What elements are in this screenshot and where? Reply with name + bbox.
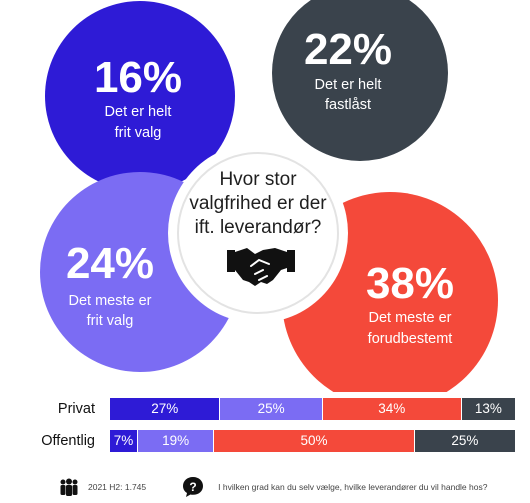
slice-label-line: fastlåst	[325, 97, 371, 113]
pie-slice-2	[272, 0, 448, 161]
row-label-privat: Privat	[57, 401, 95, 417]
bar-segment: 13%	[461, 398, 515, 420]
center-question-line: ift. leverandør?	[195, 217, 322, 238]
stacked-bar-offentlig: 7% 19% 50% 25%	[110, 430, 515, 452]
sample-size-text: 2021 H2: 1.745	[88, 482, 147, 492]
people-icon	[60, 478, 78, 496]
slice-label-line: Det er helt	[315, 77, 382, 93]
bar-segment: 7%	[110, 430, 139, 452]
survey-question-text: I hvilken grad kan du selv vælge, hvilke…	[218, 482, 488, 492]
bar-segment: 50%	[214, 430, 415, 452]
slice-value-label: 16%	[94, 53, 182, 102]
slice-value-label: 38%	[366, 259, 454, 308]
footer: 2021 H2: 1.745 ? I hvilken grad kan du s…	[58, 476, 487, 498]
center-question-line: valgfrihed er der	[189, 193, 327, 214]
slice-label-line: Det er helt	[105, 104, 172, 120]
bar-segment: 25%	[414, 430, 515, 452]
question-icon: ?	[183, 477, 204, 497]
slice-value-label: 22%	[304, 25, 392, 74]
slice-label-line: forudbestemt	[368, 331, 453, 347]
center-circle	[177, 152, 339, 314]
center-question-line: Hvor stor	[219, 169, 297, 190]
bar-segment: 27%	[110, 398, 221, 420]
bar-segment: 25%	[220, 398, 323, 420]
donut-chart: Hvor stor valgfrihed er der ift. leverandø…	[40, 0, 498, 392]
bar-segment: 34%	[322, 398, 462, 420]
slice-value-label: 24%	[66, 239, 154, 288]
pie-slice-1	[45, 1, 235, 191]
row-label-offentlig: Offentlig	[41, 433, 95, 449]
slice-label-line: Det meste er	[69, 293, 152, 309]
slice-label-line: Det meste er	[369, 310, 452, 326]
slice-label-line: frit valg	[115, 125, 162, 141]
slice-label-line: frit valg	[87, 313, 134, 329]
stacked-bar-privat: 27% 25% 34% 13%	[110, 398, 515, 420]
svg-text:?: ?	[189, 480, 196, 494]
handshake-icon	[227, 248, 295, 286]
bar-segment: 19%	[138, 430, 215, 452]
